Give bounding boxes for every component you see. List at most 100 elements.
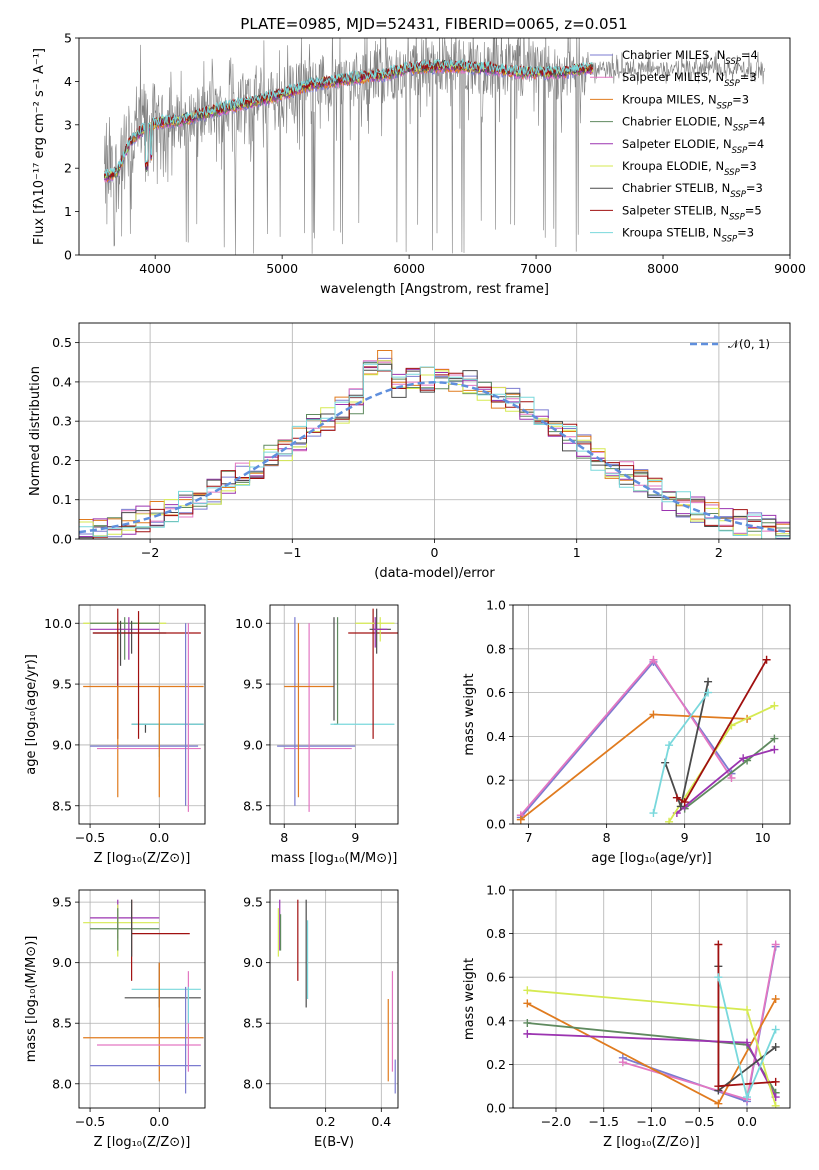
y-tick-label: 0 (64, 248, 72, 263)
x-tick-label: 8000 (647, 261, 679, 276)
x-tick-label: −2.0 (541, 1114, 571, 1129)
x-tick-label: 5000 (266, 261, 298, 276)
weight-point (743, 1005, 752, 1014)
axes-frame (269, 604, 399, 825)
x-tick-label: 0.0 (737, 1114, 757, 1129)
weight-point (771, 1042, 780, 1051)
weight-point (743, 1093, 752, 1102)
x-axis-label: Z [log₁₀(Z/Z⊙)] (603, 1135, 700, 1150)
y-axis-label: mass weight (462, 673, 477, 755)
weight-point (727, 774, 736, 783)
x-tick-label: −1.5 (589, 1114, 619, 1129)
y-tick-label: 1 (64, 204, 72, 219)
weight-point (743, 1038, 752, 1047)
grid (513, 889, 790, 1109)
x-tick-label: −0.5 (75, 1114, 105, 1129)
axes-frame (269, 889, 399, 1109)
x-tick-label: 6000 (393, 261, 425, 276)
x-tick-label: 10 (755, 830, 771, 845)
y-axis-label: Flux [fλ10⁻¹⁷ erg cm⁻² s⁻¹ A⁻¹] (32, 48, 47, 245)
x-tick-label: 0 (431, 545, 439, 560)
y-tick-label: 8.5 (243, 798, 263, 813)
weight-point (523, 1018, 532, 1027)
axes-frame (78, 604, 206, 825)
weight-point (762, 655, 771, 664)
x-tick-label: −0.5 (684, 1114, 714, 1129)
axes-frame (78, 37, 791, 256)
x-tick-label: 2 (715, 545, 723, 560)
axes-frame (78, 322, 791, 540)
weight-line-salpeter-miles (520, 658, 733, 816)
plot-area (79, 350, 790, 539)
x-tick-label: 9000 (774, 261, 806, 276)
legend-entry: Salpeter STELIB, NSSP=5 (622, 203, 762, 222)
x-axis-label: (data-model)/error (374, 566, 495, 581)
y-axis-label: mass weight (462, 958, 477, 1040)
plot-area (277, 608, 398, 812)
x-tick-label: 7000 (520, 261, 552, 276)
y-tick-label: 0.1 (52, 492, 72, 507)
y-tick-label: 3 (64, 117, 72, 132)
x-tick-label: 8 (280, 830, 288, 845)
weight-point (665, 817, 674, 824)
y-tick-label: 8.5 (52, 798, 72, 813)
y-tick-label: 0.0 (486, 817, 506, 832)
x-tick-label: 8 (603, 830, 611, 845)
weight-point (770, 701, 779, 710)
y-tick-label: 8.5 (243, 1016, 263, 1031)
weight-point (771, 1025, 780, 1034)
weight-point (523, 1029, 532, 1038)
weight-point (649, 655, 658, 664)
weight-point (704, 677, 713, 686)
y-tick-label: 1.0 (486, 883, 506, 898)
y-axis-label: age [log₁₀(age/yr)] (24, 654, 39, 775)
y-tick-label: 0.0 (52, 532, 72, 547)
y-tick-label: 8.0 (243, 1076, 263, 1091)
y-tick-label: 0.8 (486, 926, 506, 941)
y-axis-label: mass [log₁₀(M/M⊙)] (24, 936, 39, 1063)
panel-massweight_vs_age: 7 8 9 10 0.0 0.2 0.4 0.6 0.8 1.0 age [log₁₀(age/yr… (462, 598, 791, 866)
gaussian-reference (79, 381, 790, 534)
legend-entry: Chabrier ELODIE, NSSP=4 (622, 115, 765, 134)
y-tick-label: 8.0 (52, 1076, 72, 1091)
figure-title: PLATE=0985, MJD=52431, FIBERID=0065, z=0… (240, 15, 627, 33)
legend-entry: Chabrier STELIB, NSSP=3 (622, 181, 763, 200)
weight-line-chabrier-elodie (684, 737, 775, 810)
weight-point (770, 734, 779, 743)
plot-area (523, 940, 780, 1108)
weight-point (649, 710, 658, 719)
legend-entry: Kroupa ELODIE, NSSP=3 (622, 159, 757, 178)
y-tick-label: 9.5 (52, 677, 72, 692)
plot-area (83, 608, 204, 812)
y-tick-label: 0.0 (486, 1101, 506, 1116)
y-tick-label: 0.6 (486, 685, 506, 700)
plot-layer: 4000 5000 6000 7000 8000 9000 0 1 2 3 4 5 wavelength… (24, 31, 806, 1151)
y-tick-label: 0.4 (486, 729, 506, 744)
x-tick-label: 0.4 (371, 1114, 391, 1129)
y-tick-label: 2 (64, 161, 72, 176)
weight-point (771, 940, 780, 949)
x-tick-label: 4000 (139, 261, 171, 276)
x-tick-label: −1 (283, 545, 301, 560)
x-tick-label: 9 (351, 830, 359, 845)
model-spectrum-kroupa-stelib (104, 58, 593, 177)
y-tick-label: 0.5 (52, 335, 72, 350)
panel-spectrum: 4000 5000 6000 7000 8000 9000 0 1 2 3 4 5 wavelength… (32, 31, 806, 298)
x-axis-label: wavelength [Angstrom, rest frame] (320, 282, 549, 297)
y-tick-label: 8.5 (52, 1016, 72, 1031)
x-tick-label: −2 (141, 545, 159, 560)
y-tick-label: 0.4 (52, 374, 72, 389)
y-tick-label: 1.0 (486, 598, 506, 613)
y-tick-label: 10.0 (44, 616, 72, 631)
y-tick-label: 0.2 (52, 453, 72, 468)
y-tick-label: 9.5 (243, 677, 263, 692)
y-tick-label: 9.0 (52, 737, 72, 752)
x-tick-label: −0.5 (75, 830, 105, 845)
legend-entry: 𝒩(0, 1) (728, 337, 770, 351)
legend-entry: Kroupa STELIB, NSSP=3 (622, 226, 754, 245)
y-axis-label: Normed distribution (28, 366, 43, 496)
weight-point (771, 1077, 780, 1086)
plot-area (277, 899, 396, 1094)
x-tick-label: 0.2 (316, 1114, 336, 1129)
